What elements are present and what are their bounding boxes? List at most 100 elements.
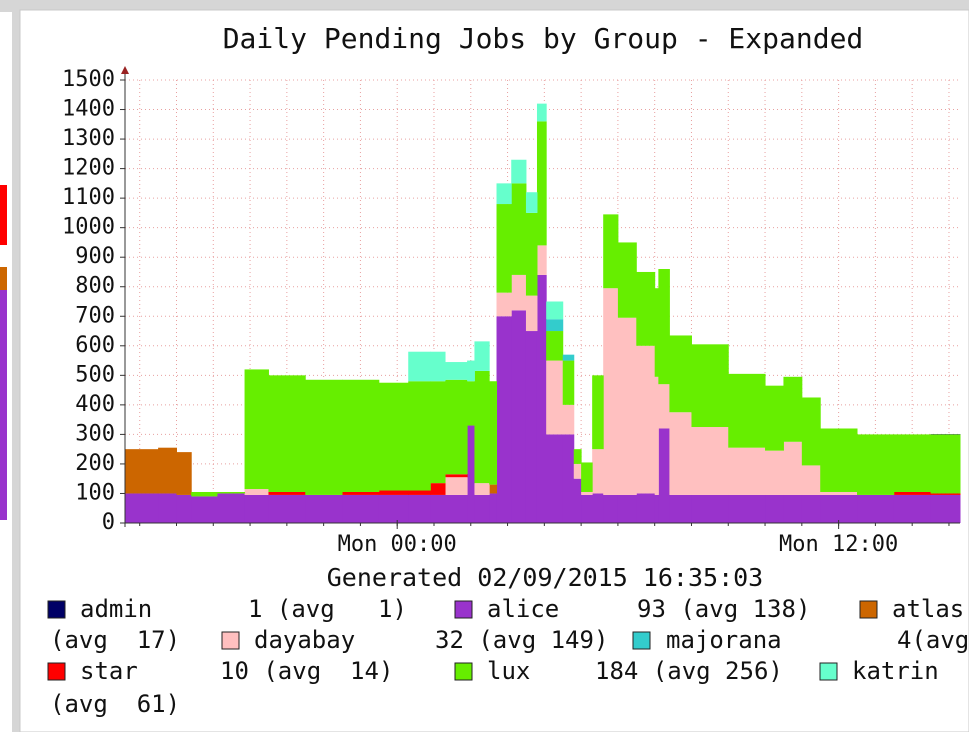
area-segment	[125, 493, 159, 523]
area-segment	[496, 316, 512, 523]
area-segment	[893, 494, 932, 523]
area-segment	[636, 271, 656, 346]
area-segment	[474, 341, 490, 371]
area-segment	[592, 375, 604, 450]
area-segment	[536, 245, 547, 275]
area-segment	[474, 483, 490, 495]
area-segment	[658, 384, 670, 429]
area-segment	[408, 490, 431, 495]
y-tick-label: 1000	[62, 215, 115, 240]
y-tick-label: 1500	[62, 67, 115, 92]
plot	[120, 66, 961, 529]
y-tick-label: 700	[75, 303, 115, 328]
area-segment	[430, 494, 446, 523]
legend-value: (avg 17)	[50, 626, 180, 654]
area-segment	[378, 490, 409, 495]
area-segment	[216, 493, 246, 523]
y-tick-label: 300	[75, 421, 115, 446]
area-segment	[467, 425, 475, 523]
area-segment	[728, 373, 766, 448]
area-segment	[820, 428, 858, 492]
y-tick-label: 1200	[62, 156, 115, 181]
legend-value: 32 (avg 149)	[435, 626, 608, 654]
area-segment	[592, 449, 604, 494]
area-segment	[342, 494, 380, 523]
area-segment	[636, 345, 656, 494]
area-segment	[176, 494, 192, 523]
area-segment	[801, 494, 821, 523]
legend-name: katrin	[852, 657, 939, 685]
y-tick-label: 1300	[62, 126, 115, 151]
area-segment	[408, 381, 431, 491]
legend-swatch	[454, 600, 473, 619]
area-segment	[691, 494, 729, 523]
area-segment	[191, 496, 218, 523]
legend-name: admin	[80, 595, 152, 623]
area-segment	[654, 376, 659, 495]
legend-name: star	[80, 657, 138, 685]
area-segment	[511, 310, 527, 523]
area-segment	[525, 192, 538, 213]
x-tick-label: Mon 00:00	[338, 532, 457, 557]
area-segment	[893, 491, 932, 495]
area-segment	[445, 477, 468, 495]
legend-swatch	[859, 600, 878, 619]
area-segment	[581, 491, 593, 495]
area-segment	[525, 331, 538, 523]
x-tick-label: Mon 12:00	[779, 532, 898, 557]
area-segment	[765, 494, 784, 523]
y-tick-label: 100	[75, 480, 115, 505]
area-segment	[536, 121, 547, 246]
area-segment	[765, 385, 784, 451]
area-segment	[636, 493, 656, 523]
legend-value: 93 (avg 138)	[637, 595, 810, 623]
area-segment	[783, 376, 803, 442]
area-segment	[474, 494, 490, 523]
area-segment	[581, 494, 593, 523]
legend-value: (avg 61)	[50, 690, 180, 718]
area-segment	[546, 319, 564, 332]
y-tick-label: 200	[75, 451, 115, 476]
legend-value: 4(avg	[897, 626, 969, 654]
footer: Generated 02/09/2015 16:35:03	[327, 563, 764, 592]
area-segment	[430, 483, 446, 495]
area-segment	[342, 491, 380, 495]
area-segment	[546, 434, 564, 523]
area-segment	[603, 214, 619, 289]
legend-swatch	[819, 662, 838, 681]
area-segment	[496, 183, 512, 205]
chart-title: Daily Pending Jobs by Group - Expanded	[223, 22, 864, 55]
area-segment	[658, 428, 670, 523]
area-segment	[573, 449, 582, 464]
area-segment	[496, 292, 512, 317]
legend-value: 10 (avg 14)	[220, 657, 393, 685]
area-segment	[489, 484, 498, 494]
legend-swatch	[632, 631, 651, 650]
y-tick-label: 0	[102, 510, 115, 535]
y-tick-label: 400	[75, 392, 115, 417]
area-segment	[562, 354, 575, 361]
legend-swatch	[47, 662, 66, 681]
area-segment	[603, 494, 619, 523]
area-segment	[176, 452, 192, 495]
area-segment	[408, 494, 431, 523]
area-segment	[857, 434, 895, 495]
area-segment	[857, 494, 895, 523]
area-segment	[801, 397, 821, 466]
area-segment	[930, 434, 961, 494]
area-segment	[893, 434, 932, 492]
y-tick-label: 1100	[62, 185, 115, 210]
area-segment	[244, 494, 269, 523]
area-segment	[617, 494, 637, 523]
area-segment	[244, 369, 269, 490]
area-segment	[268, 491, 306, 495]
area-segment	[617, 317, 637, 495]
area-segment	[654, 288, 659, 377]
area-segment	[496, 204, 512, 293]
y-tick-label: 500	[75, 362, 115, 387]
area-segment	[467, 360, 475, 382]
area-segment	[728, 447, 766, 495]
area-segment	[536, 274, 547, 523]
area-segment	[581, 462, 593, 492]
